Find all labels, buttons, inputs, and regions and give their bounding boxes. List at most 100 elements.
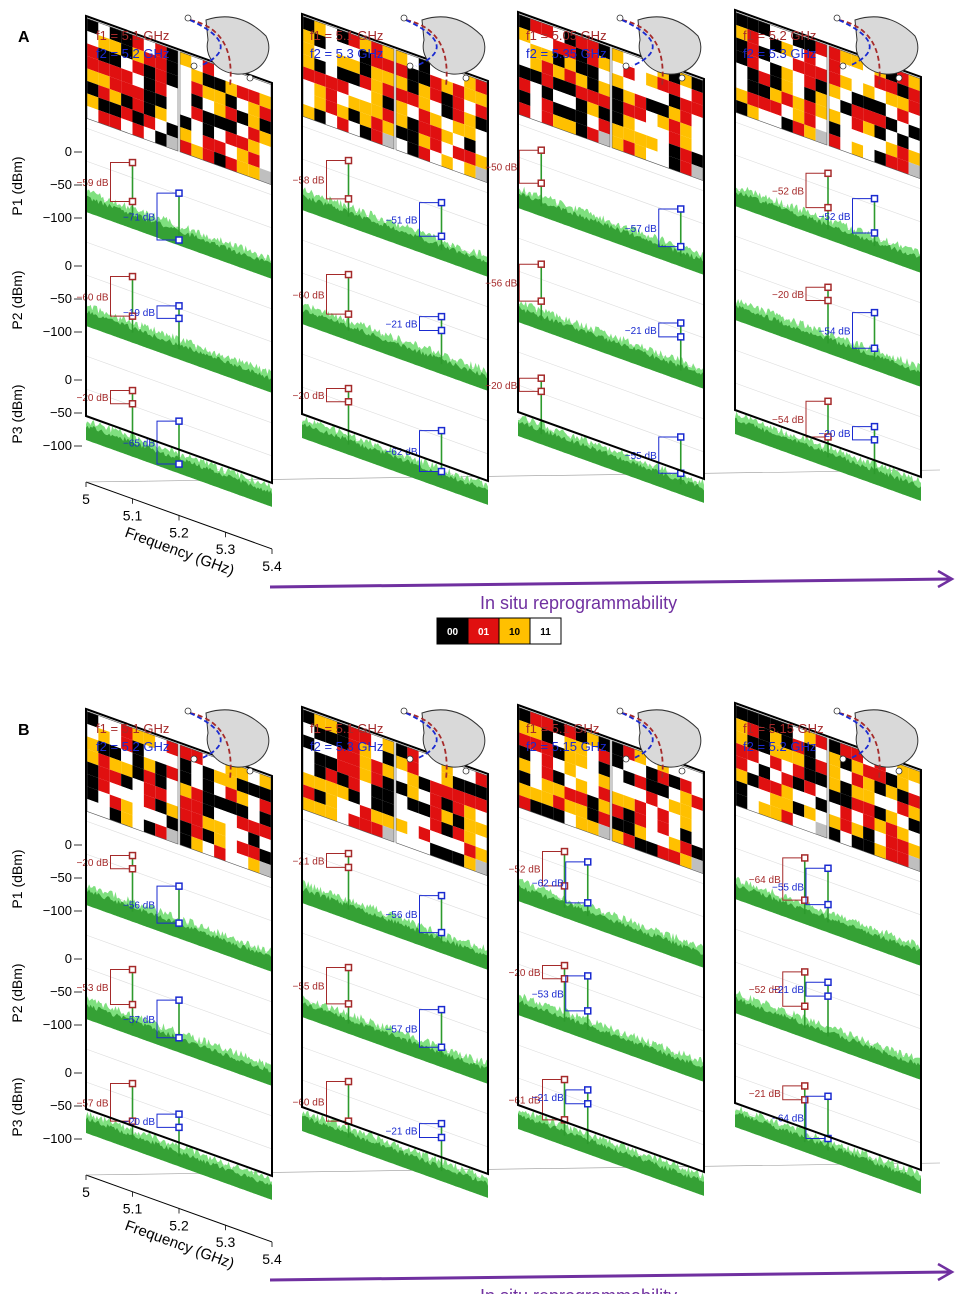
pattern-cell — [464, 149, 476, 167]
peak-marker — [128, 851, 137, 860]
difference-label: −20 dB — [819, 429, 851, 440]
pattern-cell — [464, 779, 476, 797]
f1-label: f1 = 5.2 GHz — [743, 28, 816, 43]
pattern-cell — [623, 819, 635, 837]
pattern-cell — [564, 80, 576, 98]
pattern-cell — [770, 49, 782, 67]
pattern-cell — [121, 30, 133, 48]
pattern-cell — [371, 90, 383, 108]
pattern-cell — [418, 838, 431, 856]
difference-bracket — [542, 851, 562, 887]
pattern-cell — [214, 114, 226, 131]
pattern-cell — [475, 834, 487, 851]
peak-marker — [437, 312, 446, 321]
peak-marker — [175, 1034, 183, 1042]
peak-marker — [824, 1092, 832, 1101]
pattern-cell — [564, 798, 576, 816]
grid-line — [85, 820, 273, 889]
pattern-cell — [564, 68, 576, 85]
pattern-cell — [519, 757, 531, 774]
pattern-cell — [87, 105, 99, 123]
pattern-cell — [143, 769, 156, 786]
pattern-cell — [98, 777, 110, 795]
pattern-cell — [747, 16, 759, 34]
f1-path — [189, 19, 232, 87]
f2-label: f2 = 5.2 GHz — [96, 739, 169, 754]
pattern-cell — [770, 99, 782, 117]
grid-line — [517, 237, 705, 306]
pattern-cell — [612, 765, 624, 783]
pattern-cell — [109, 114, 122, 131]
grid-line — [734, 928, 922, 997]
grid-line — [85, 241, 273, 310]
noise-floor — [735, 883, 921, 966]
pattern-cell — [736, 62, 748, 79]
room-sketch — [833, 707, 919, 780]
pattern-cell — [475, 796, 487, 814]
pattern-cell — [851, 822, 864, 839]
pattern-cell — [897, 120, 909, 138]
pattern-cell — [441, 153, 453, 171]
pattern-cell — [680, 852, 692, 870]
pattern-cell — [781, 771, 793, 789]
pattern-cell — [815, 784, 827, 801]
pattern-cell — [612, 778, 624, 795]
pattern-cell — [325, 717, 338, 735]
peak-marker — [175, 236, 183, 244]
pattern-cell — [623, 807, 635, 825]
pattern-cell — [348, 788, 360, 805]
pattern-cell — [530, 786, 542, 804]
peak-marker — [437, 426, 446, 435]
pattern-cell — [121, 93, 133, 110]
pattern-cell — [348, 95, 360, 112]
config-panel-4: −52 dB −52 dB −20 dB −54 dB −54 dB −20 dB f1 =… — [734, 8, 922, 501]
spectrum-row-2: −52 dB−21 dB — [734, 928, 922, 1080]
pattern-cell — [863, 83, 875, 100]
pattern-cell — [430, 767, 442, 785]
pattern-cell — [155, 55, 167, 73]
pattern-cell — [191, 773, 203, 791]
difference-label: −20 dB — [77, 393, 109, 404]
difference-bracket — [805, 981, 825, 997]
pattern-cell — [541, 85, 554, 102]
difference-bracket — [518, 377, 539, 392]
pattern-cell — [897, 157, 909, 175]
pattern-cell — [770, 112, 782, 129]
pattern-cell — [747, 28, 759, 46]
peak-marker — [175, 1123, 183, 1132]
pattern-cell — [657, 769, 669, 787]
pattern-cell — [815, 116, 827, 133]
peak-marker — [437, 1005, 446, 1014]
pattern-cell — [519, 26, 531, 44]
pattern-cell — [668, 798, 681, 816]
pattern-cell — [225, 823, 237, 841]
pattern-cell — [418, 751, 431, 768]
pattern-cell — [87, 748, 99, 766]
pattern-cell — [598, 130, 610, 148]
spectrum-row-2: −20 dB −53 dB — [509, 930, 705, 1082]
pattern-cell — [382, 788, 394, 805]
pattern-cell — [634, 836, 647, 854]
pattern-cell — [155, 773, 167, 791]
difference-bracket — [419, 430, 439, 473]
pattern-cell — [166, 47, 178, 64]
pattern-cell — [553, 26, 565, 44]
peak-marker — [437, 1133, 446, 1142]
pattern-cell — [464, 124, 476, 142]
pattern-cell — [804, 767, 816, 785]
pattern-cell — [371, 771, 383, 789]
pattern-cell — [98, 790, 110, 808]
pattern-cell — [303, 746, 315, 764]
pattern-cell — [646, 828, 658, 845]
port-marker — [406, 62, 414, 70]
pattern-cell — [464, 99, 476, 117]
pattern-cell — [166, 765, 178, 782]
pattern-cell — [132, 84, 144, 102]
difference-label: −53 dB — [532, 989, 564, 1000]
pattern-cell — [634, 118, 647, 136]
pattern-cell — [236, 72, 249, 89]
pattern-cell — [792, 82, 805, 100]
pattern-cell — [541, 715, 554, 733]
pattern-cell — [248, 163, 260, 181]
pattern-cell — [143, 126, 156, 143]
